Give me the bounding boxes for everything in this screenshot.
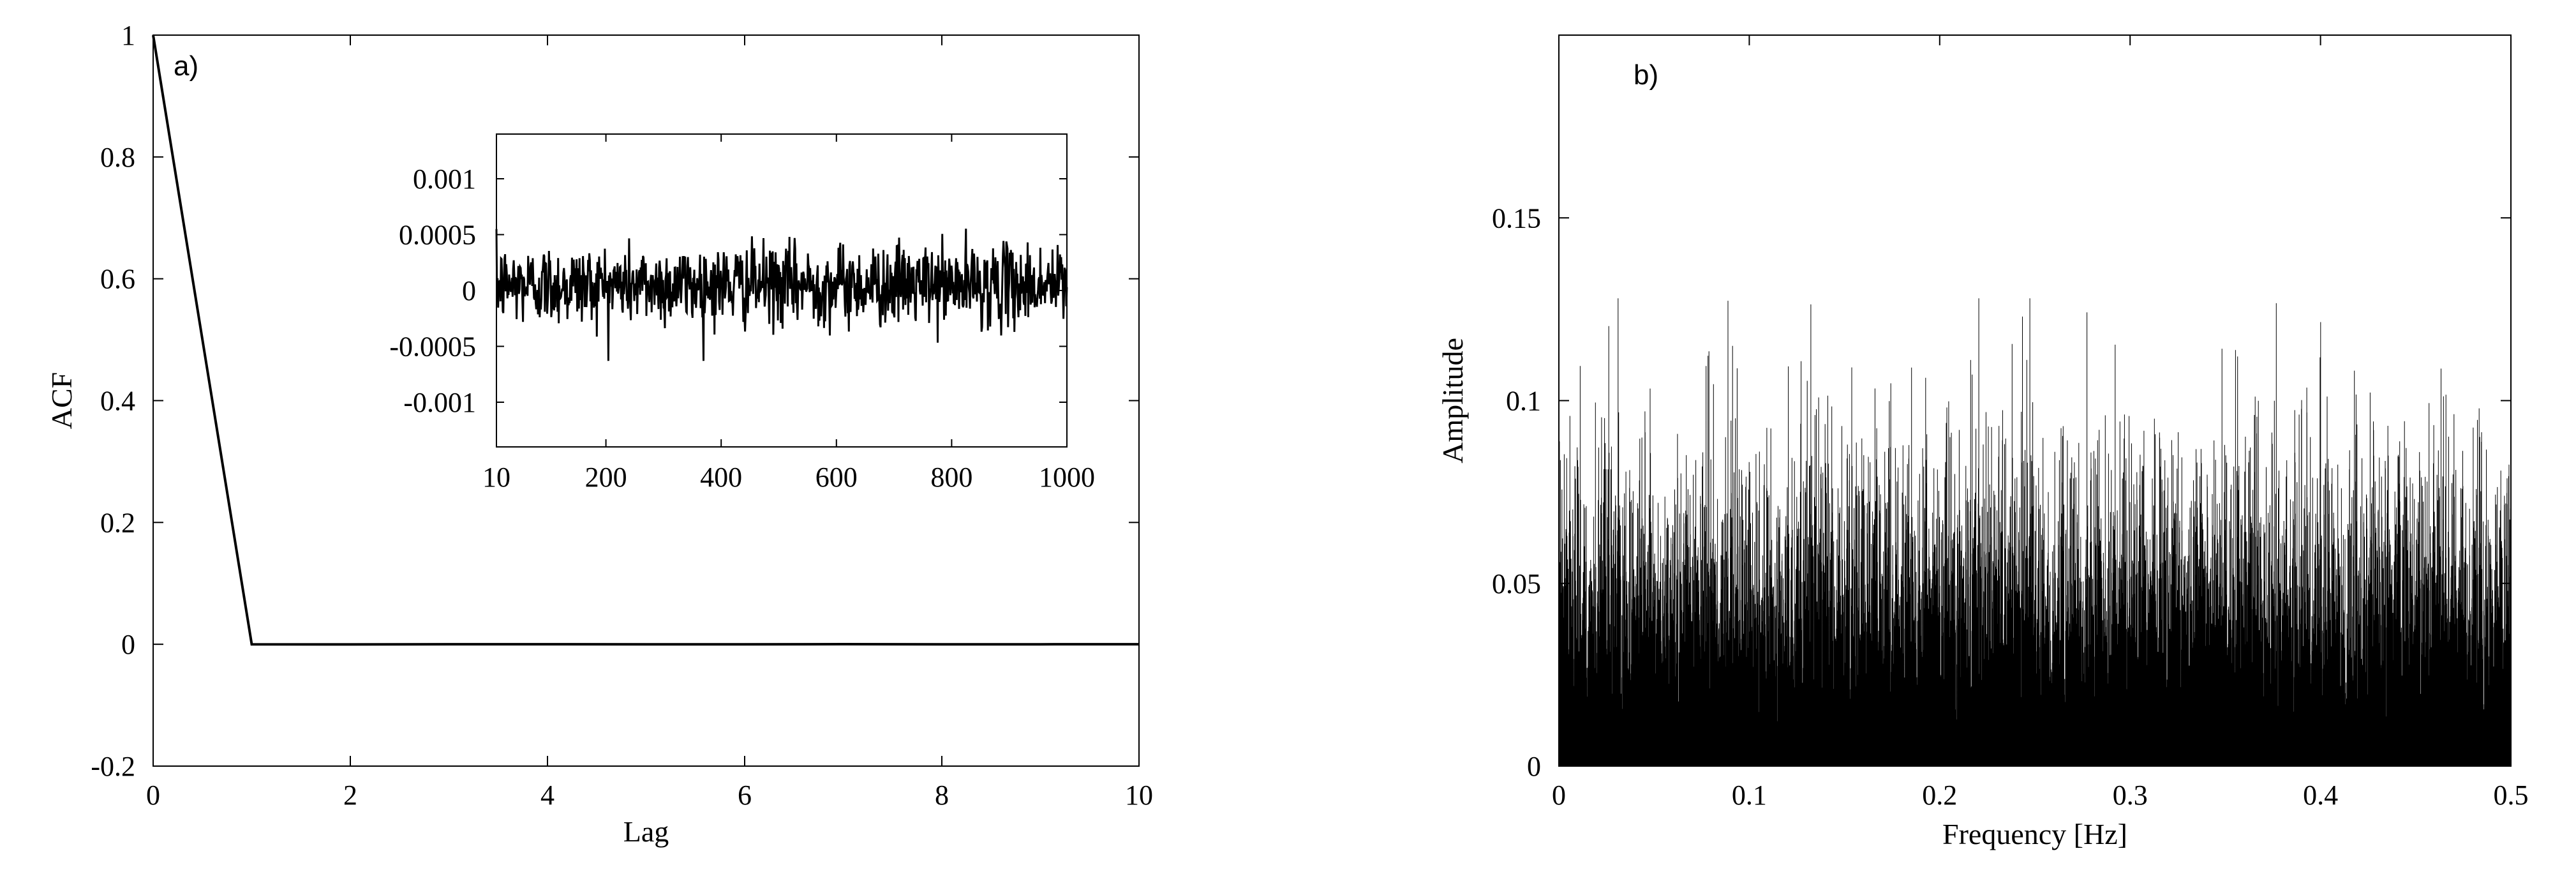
acf-panel-label: a) <box>174 50 198 82</box>
inset-y-ticks: 0.001 0.0005 0 -0.0005 -0.001 <box>389 163 1067 418</box>
inset-y-tick-label: 0 <box>462 275 476 306</box>
acf-x-tick-label: 0 <box>146 780 160 811</box>
inset-y-tick-label: 0.001 <box>413 163 476 195</box>
acf-y-ticks: -0.2 0 0.2 0.4 0.6 0.8 1 <box>91 20 1139 782</box>
spectrum-x-tick-label: 0.1 <box>1732 780 1767 811</box>
acf-x-tick-label: 2 <box>343 780 357 811</box>
acf-y-tick-label: 0 <box>121 629 135 660</box>
spectrum-x-tick-label: 0.4 <box>2303 780 2338 811</box>
inset-x-tick-label: 200 <box>585 462 627 493</box>
inset-x-tick-label: 600 <box>815 462 858 493</box>
spectrum-x-tick-label: 0 <box>1552 780 1566 811</box>
spectrum-y-ticks: 0 0.05 0.1 0.15 <box>1492 202 2511 782</box>
acf-x-tick-label: 6 <box>738 780 752 811</box>
inset-x-tick-label: 1000 <box>1039 462 1095 493</box>
spectrum-y-tick-label: 0.1 <box>1506 386 1541 417</box>
inset-x-tick-label: 10 <box>482 462 510 493</box>
spectrum-x-tick-label: 0.5 <box>2494 780 2529 811</box>
spectrum-y-tick-label: 0.15 <box>1492 202 1541 234</box>
acf-series-line <box>152 34 1140 646</box>
inset-y-tick-label: -0.0005 <box>389 331 476 363</box>
acf-y-tick-label: 0.8 <box>100 142 135 173</box>
spectrum-chart: 0 0.1 0.2 0.3 0.4 0.5 0 0.05 0.1 0.15 Frequency … <box>1436 34 2529 850</box>
inset-series-line <box>495 229 1068 361</box>
inset-x-ticks: 10 200 400 600 800 1000 <box>482 134 1095 493</box>
acf-y-tick-label: 1 <box>121 20 135 51</box>
acf-y-tick-label: 0.6 <box>100 264 135 295</box>
acf-y-tick-label: 0.4 <box>100 386 135 417</box>
acf-y-axis-title: ACF <box>45 372 78 429</box>
acf-y-tick-label: -0.2 <box>91 751 135 782</box>
spectrum-x-tick-label: 0.3 <box>2113 780 2148 811</box>
inset-y-tick-label: 0.0005 <box>399 220 476 251</box>
acf-x-tick-label: 8 <box>935 780 949 811</box>
spectrum-x-ticks: 0 0.1 0.2 0.3 0.4 0.5 <box>1552 35 2529 811</box>
acf-inset-chart: 10 200 400 600 800 1000 0.001 0.0005 0 -0.0005 -0… <box>389 133 1095 493</box>
acf-x-tick-label: 10 <box>1125 780 1153 811</box>
acf-x-axis-title: Lag <box>623 815 669 848</box>
spectrum-x-axis-title: Frequency [Hz] <box>1942 818 2127 850</box>
spectrum-y-tick-label: 0 <box>1527 751 1541 782</box>
spectrum-y-tick-label: 0.05 <box>1492 568 1541 599</box>
spectrum-series <box>1558 298 2512 766</box>
spectrum-x-tick-label: 0.2 <box>1922 780 1957 811</box>
acf-x-tick-label: 4 <box>540 780 555 811</box>
spectrum-y-axis-title: Amplitude <box>1436 338 1469 463</box>
acf-y-tick-label: 0.2 <box>100 507 135 538</box>
inset-y-tick-label: -0.001 <box>403 387 476 418</box>
acf-x-ticks: 0 2 4 6 8 10 <box>146 35 1153 811</box>
inset-x-tick-label: 400 <box>700 462 742 493</box>
acf-chart: 0 2 4 6 8 10 -0.2 0 0.2 0.4 0.6 0.8 1 Lag ACF a) 10… <box>45 20 1153 848</box>
inset-x-tick-label: 800 <box>930 462 972 493</box>
spectrum-panel-label: b) <box>1634 59 1658 91</box>
